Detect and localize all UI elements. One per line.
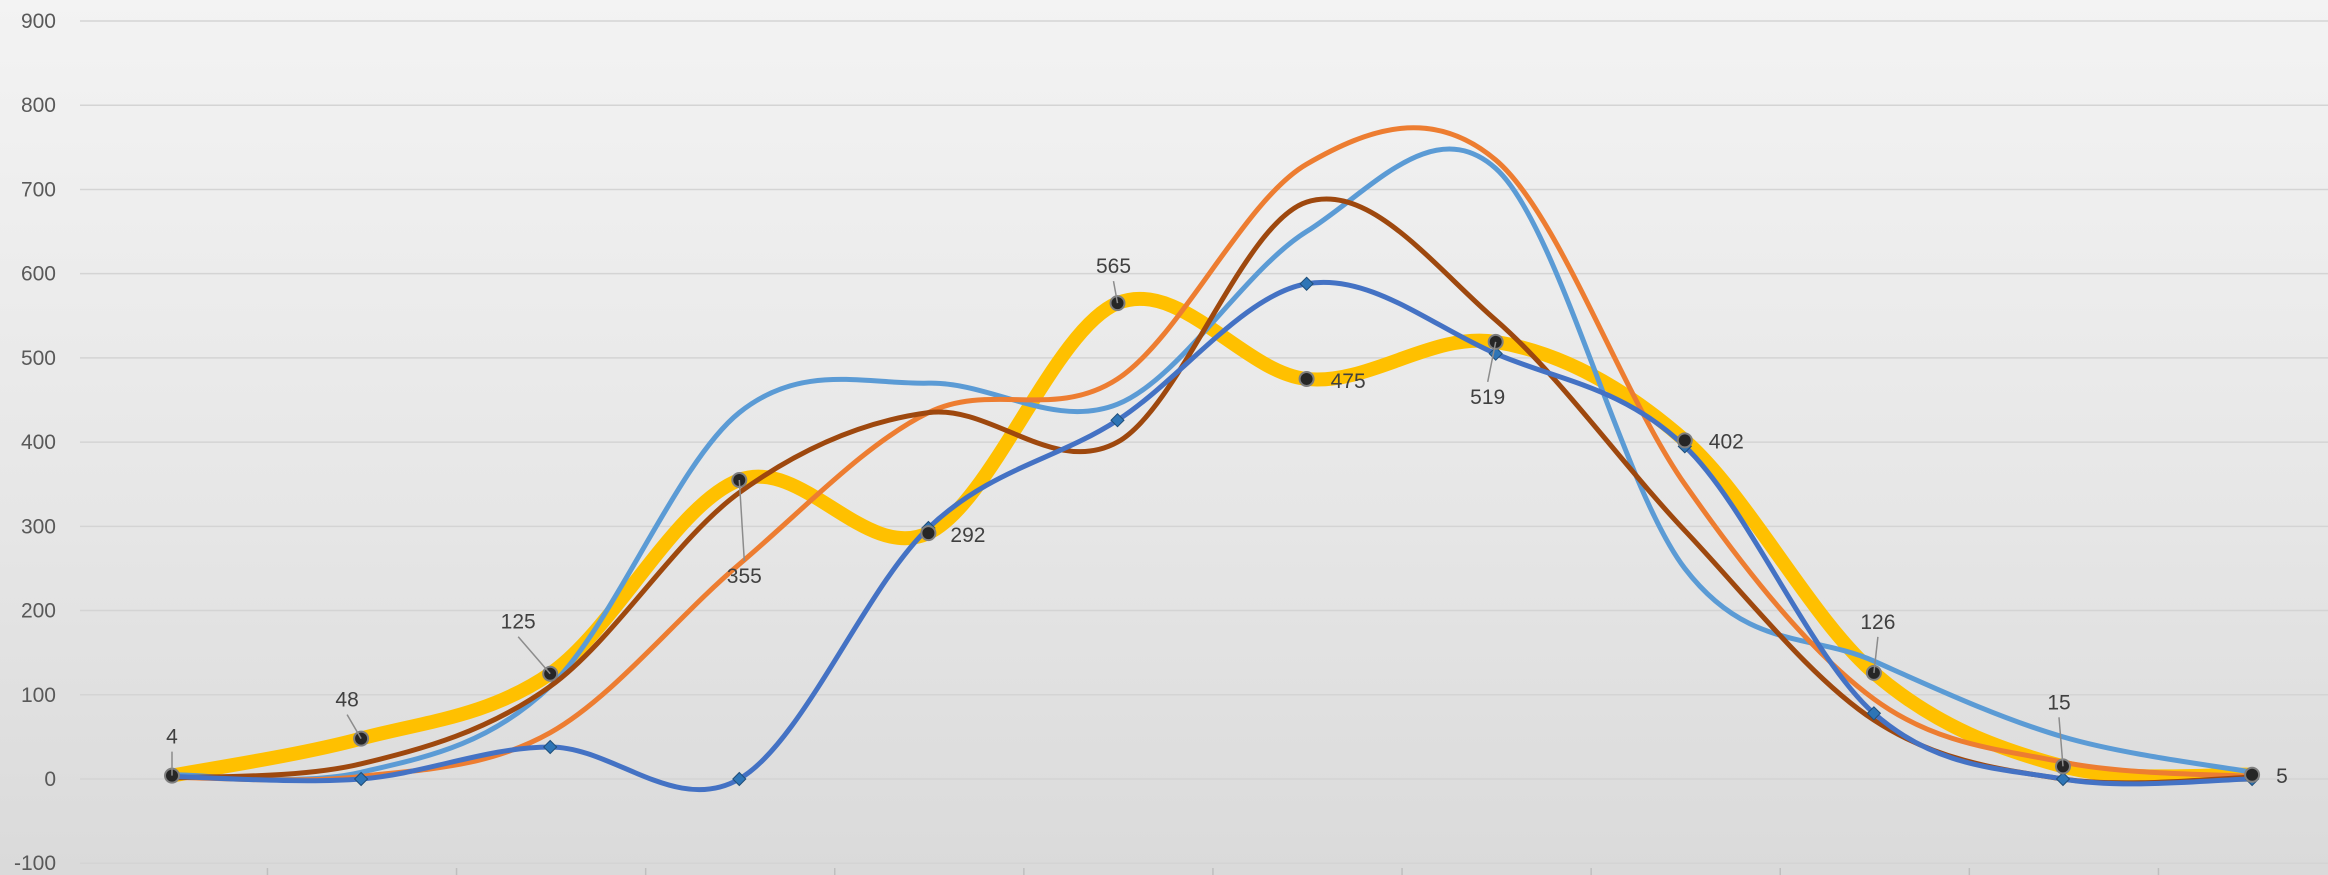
data-label: 4	[166, 726, 178, 749]
series-marker-diamond	[2055, 771, 2071, 787]
y-tick-label: 600	[21, 263, 56, 286]
data-label: 355	[727, 565, 762, 588]
series-line-0	[165, 291, 2260, 784]
data-label: 519	[1470, 386, 1505, 409]
data-label: 15	[2047, 691, 2070, 714]
x-axis-ticks	[266, 868, 2160, 875]
data-label: 565	[1096, 255, 1131, 278]
y-tick-label: 900	[21, 10, 56, 33]
label-leader-line	[346, 714, 362, 739]
series-marker-circle	[2244, 766, 2261, 783]
y-tick-label: -100	[14, 852, 56, 875]
data-label: 475	[1331, 370, 1366, 393]
series-marker-diamond	[1299, 276, 1314, 291]
y-tick-label: 0	[44, 768, 56, 791]
series-marker-circle	[1676, 432, 1693, 449]
y-tick-label: 300	[21, 515, 56, 538]
y-tick-label: 400	[21, 431, 56, 454]
series-line-2	[169, 146, 2255, 782]
y-tick-label: 500	[21, 347, 56, 370]
gridlines	[80, 20, 2328, 864]
data-label: 48	[335, 689, 358, 712]
label-leader-line	[1112, 281, 1119, 304]
label-leader-line	[738, 479, 746, 562]
label-leader-line	[1873, 636, 1879, 673]
series-marker-circle	[1298, 370, 1315, 387]
series-marker-circle	[920, 525, 937, 542]
data-label: 125	[501, 611, 536, 634]
series-markers	[164, 276, 2261, 787]
data-label: 126	[1860, 611, 1895, 634]
label-leader-line	[1486, 341, 1497, 383]
data-label: 292	[950, 524, 985, 547]
y-tick-label: 800	[21, 94, 56, 117]
y-axis: -100 0 100 200 300 400 500 600 700 800 900	[14, 10, 56, 875]
label-leaders	[171, 281, 2064, 776]
y-tick-label: 200	[21, 600, 56, 623]
series-marker-diamond	[542, 739, 558, 755]
y-tick-label: 100	[21, 684, 56, 707]
series-line-3	[169, 125, 2255, 783]
series-marker-diamond	[353, 771, 369, 787]
data-labels: 4 48 125 355 292 565 475 519 402 126 15 5	[166, 255, 2288, 788]
data-label: 402	[1709, 430, 1744, 453]
series-lines	[165, 125, 2260, 793]
series-marker-diamond	[1110, 413, 1125, 428]
y-tick-label: 700	[21, 178, 56, 201]
label-leader-line	[517, 636, 551, 675]
label-leader-line	[2058, 717, 2064, 767]
series-marker-diamond	[1866, 706, 1882, 721]
series-marker-diamond	[732, 771, 747, 787]
data-label: 5	[2276, 765, 2288, 788]
